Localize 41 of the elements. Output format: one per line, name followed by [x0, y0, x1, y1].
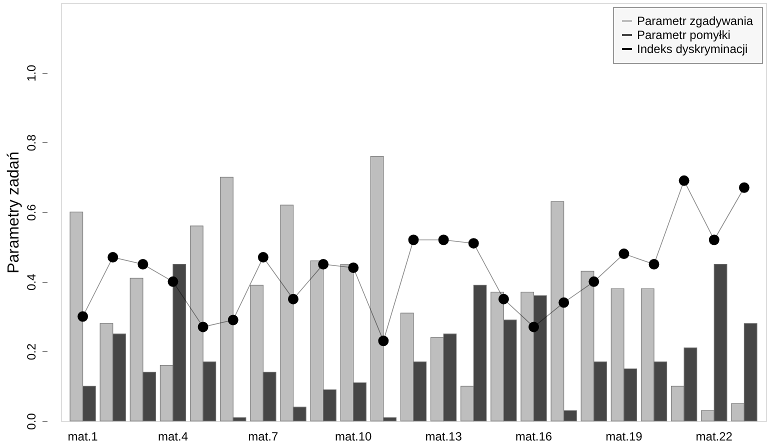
point: [678, 175, 690, 186]
y-axis-title: Parametry zadań: [6, 152, 22, 274]
point: [468, 238, 479, 249]
point: [138, 259, 148, 270]
point: [318, 259, 329, 270]
y-tick-label: 0.0: [24, 412, 38, 430]
point: [168, 276, 178, 287]
point: [288, 294, 298, 304]
x-tick-label: mat.22: [696, 430, 733, 444]
point: [498, 294, 509, 304]
x-tick-label: mat.19: [606, 430, 643, 444]
point: [648, 259, 660, 270]
point: [408, 234, 419, 246]
point: [618, 248, 630, 260]
x-tick-label: mat.10: [335, 430, 372, 444]
point: [528, 322, 539, 332]
y-tick-label: 0.6: [24, 204, 38, 221]
x-tick-label: mat.13: [425, 430, 462, 444]
y-tick-label: 0.2: [24, 343, 38, 360]
point: [558, 297, 570, 308]
point: [588, 276, 600, 287]
point: [378, 336, 389, 346]
y-tick-label: 1.0: [24, 64, 38, 82]
y-tick-label: 0.4: [24, 274, 38, 291]
point: [108, 252, 118, 263]
point: [708, 234, 720, 246]
x-tick-label: mat.16: [515, 430, 552, 444]
legend-label: Indeks dyskryminacji: [637, 42, 748, 56]
point: [438, 234, 449, 246]
x-tick-label: mat.7: [248, 430, 279, 444]
point: [258, 252, 268, 263]
point: [198, 322, 208, 332]
x-tick-label: mat.4: [158, 430, 188, 444]
point: [228, 314, 238, 326]
legend-label: Parametr zgadywania: [637, 14, 754, 28]
legend-label: Parametr pomyłki: [637, 28, 730, 42]
point: [738, 182, 750, 193]
point: [78, 311, 88, 322]
point: [348, 262, 359, 273]
x-tick-label: mat.1: [68, 430, 98, 444]
y-tick-label: 0.8: [24, 134, 38, 152]
